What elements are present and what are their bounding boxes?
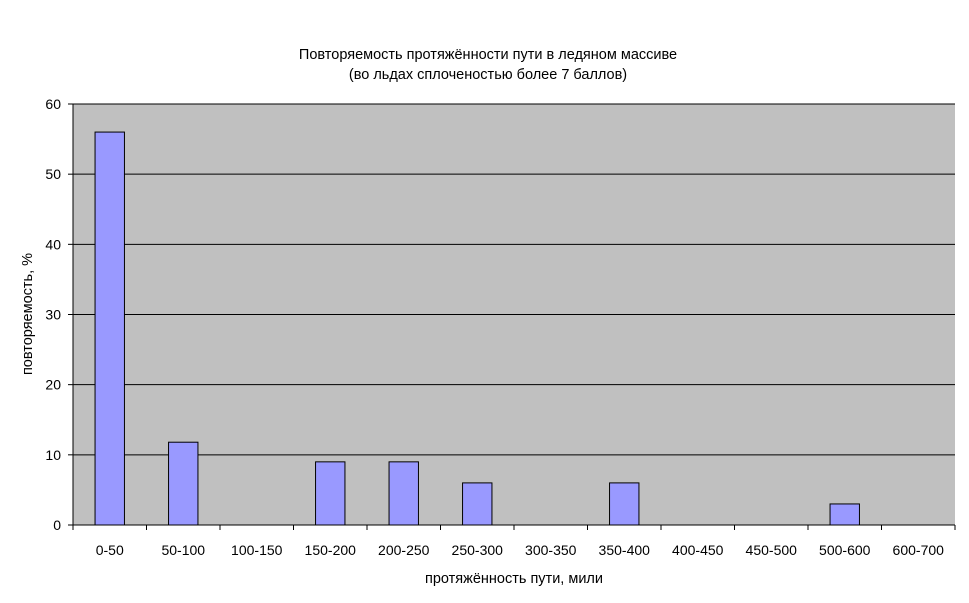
x-tick-labels: 0-50 50-100 100-150 150-200 200-250 250-300 30… — [96, 542, 944, 558]
bar-0-50 — [94, 131, 125, 526]
gridlines — [73, 103, 955, 456]
y-tick-label: 20 — [45, 377, 61, 393]
y-tick-label: 10 — [45, 447, 61, 463]
y-axis-title: повторяемость, % — [20, 253, 36, 375]
y-tick-label: 50 — [45, 166, 61, 182]
x-tick-label: 350-400 — [599, 542, 651, 558]
x-tick-label: 450-500 — [746, 542, 798, 558]
x-tick-label: 600-700 — [893, 542, 945, 558]
bars — [94, 131, 860, 526]
chart-title: Повторяемость протяжённости пути в ледян… — [299, 47, 677, 63]
bar-500-600 — [829, 503, 860, 526]
y-tick-label: 40 — [45, 236, 61, 252]
y-tick-label: 30 — [45, 307, 61, 323]
x-tick-label: 150-200 — [305, 542, 357, 558]
bar-250-300 — [462, 482, 493, 526]
y-tick-label: 0 — [53, 517, 61, 533]
x-tick-label: 0-50 — [96, 542, 124, 558]
bar-150-200 — [315, 461, 346, 526]
y-tick-label: 60 — [45, 96, 61, 112]
bar-350-400 — [609, 482, 640, 526]
x-tick-label: 100-150 — [231, 542, 283, 558]
x-tick-label: 200-250 — [378, 542, 430, 558]
x-tick-label: 500-600 — [819, 542, 871, 558]
x-tick-label: 300-350 — [525, 542, 577, 558]
y-tick-labels: 0 10 20 30 40 50 60 — [45, 96, 61, 533]
x-tick-label: 50-100 — [161, 542, 205, 558]
axes — [68, 103, 956, 530]
bar-50-100 — [168, 441, 199, 526]
x-axis-title: протяжённость пути, мили — [425, 571, 603, 587]
x-tick-label: 400-450 — [672, 542, 724, 558]
chart-subtitle: (во льдах сплоченостью более 7 баллов) — [349, 67, 627, 83]
bar-200-250 — [388, 461, 419, 526]
x-tick-label: 250-300 — [452, 542, 504, 558]
